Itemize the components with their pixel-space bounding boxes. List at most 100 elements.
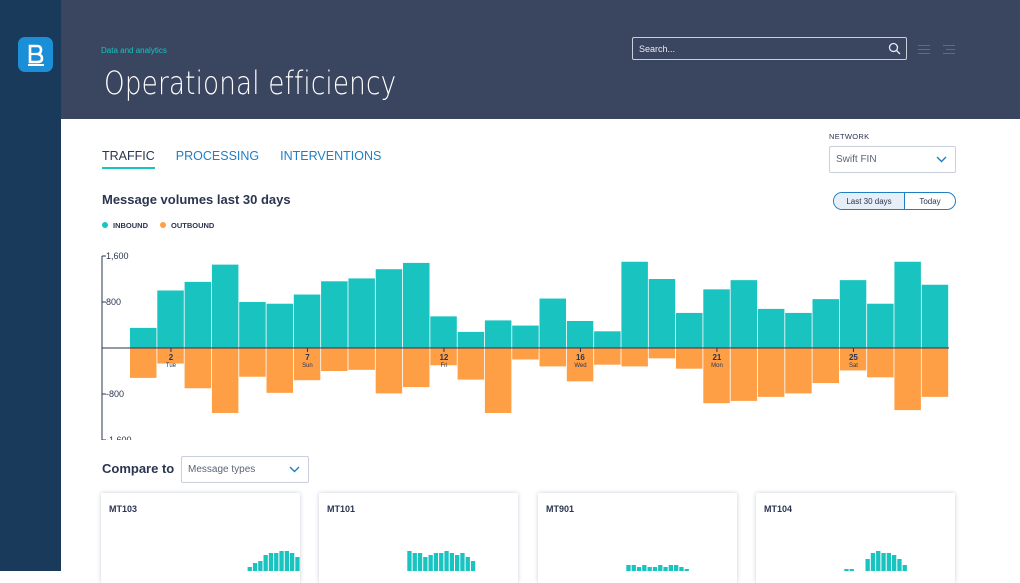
outbound-bar (484, 348, 512, 413)
inbound-bar (184, 281, 212, 348)
search-input[interactable] (639, 41, 879, 57)
inbound-bar (375, 269, 403, 348)
section-title: Message volumes last 30 days (102, 192, 291, 207)
search-icon[interactable] (888, 42, 901, 55)
message-type-select[interactable]: Message types (181, 456, 309, 483)
card-bar (465, 557, 470, 571)
card-bar (433, 553, 439, 571)
inbound-bar (539, 298, 566, 348)
outbound-bar (403, 348, 430, 388)
outbound-bar (566, 348, 594, 382)
card-bar (460, 553, 465, 571)
outbound-bar (894, 348, 921, 411)
card-bar (668, 565, 673, 571)
card-bar (658, 565, 663, 571)
compare-card[interactable]: MT101 (319, 493, 518, 583)
outbound-bar (211, 348, 239, 413)
legend-dot-inbound (102, 222, 108, 228)
outbound-bar (430, 348, 457, 366)
card-bar (428, 555, 433, 571)
outbound-bar (130, 348, 157, 378)
y-tick-label: -1,600 (106, 435, 132, 440)
card-bar (876, 551, 881, 571)
card-bar (247, 567, 252, 571)
chevron-down-icon (936, 156, 947, 163)
app-logo[interactable] (18, 37, 53, 72)
page-title: Operational efficiency (104, 64, 397, 102)
card-title: MT101 (327, 504, 356, 514)
outbound-bar (703, 348, 730, 404)
outbound-bar (457, 348, 485, 380)
card-bar (844, 569, 849, 571)
logo-icon (27, 44, 44, 66)
y-tick-label: -800 (106, 389, 124, 399)
network-select[interactable]: Swift FIN (829, 146, 956, 173)
card-bar (897, 559, 902, 571)
outbound-bar (321, 348, 348, 371)
outbound-bar (676, 348, 703, 369)
range-option-today[interactable]: Today (919, 196, 941, 206)
card-chart (247, 551, 300, 571)
tab-traffic[interactable]: TRAFFIC (102, 149, 155, 169)
tab-interventions[interactable]: INTERVENTIONS (280, 149, 382, 163)
list-icon[interactable] (918, 44, 930, 54)
outbound-bar (839, 348, 867, 371)
x-tick-label: 7 (305, 353, 310, 362)
card-bar (849, 569, 854, 571)
inbound-bar (703, 289, 730, 348)
inbound-bar (130, 327, 157, 348)
x-tick-label: 25 (849, 353, 858, 362)
view-tabs: TRAFFIC PROCESSING INTERVENTIONS (102, 149, 381, 169)
outbound-bar (157, 348, 184, 364)
card-bar (642, 565, 647, 571)
card-bar (274, 553, 279, 571)
compare-card[interactable]: MT901 (538, 493, 737, 583)
card-bar (470, 561, 476, 571)
card-bar (455, 555, 460, 571)
menu-icon[interactable] (943, 44, 955, 54)
legend-label: INBOUND (113, 221, 148, 230)
inbound-bar (512, 325, 539, 348)
outbound-bar (812, 348, 839, 384)
side-rail (0, 0, 61, 571)
breadcrumb[interactable]: Data and analytics (101, 46, 167, 55)
inbound-bar (730, 280, 758, 348)
card-chart (844, 551, 907, 571)
legend-outbound: OUTBOUND (160, 221, 214, 230)
inbound-bar (785, 312, 812, 348)
range-toggle: Last 30 days Today (833, 192, 956, 210)
outbound-bar (785, 348, 812, 394)
range-option-last-30-days[interactable]: Last 30 days (834, 193, 905, 209)
card-bar (626, 565, 631, 571)
search-box[interactable] (632, 37, 907, 60)
card-bar (263, 555, 268, 571)
compare-card[interactable]: MT104 (756, 493, 955, 583)
inbound-bar (430, 316, 457, 348)
inbound-bar (403, 262, 430, 348)
card-title: MT103 (109, 504, 138, 514)
card-bar (284, 551, 289, 571)
inbound-bar (648, 279, 676, 348)
card-bar (892, 555, 897, 571)
card-title: MT104 (764, 504, 793, 514)
network-value: Swift FIN (836, 154, 877, 165)
outbound-bar (757, 348, 785, 397)
outbound-bar (348, 348, 375, 370)
inbound-bar (157, 290, 184, 348)
x-tick-label: 2 (169, 353, 174, 362)
outbound-bar (239, 348, 266, 377)
card-bar (886, 553, 891, 571)
card-bar (295, 557, 300, 571)
card-bar (290, 553, 295, 571)
outbound-bar (293, 348, 321, 381)
card-bar (258, 561, 263, 571)
compare-card[interactable]: MT103 (101, 493, 300, 583)
card-chart (407, 551, 476, 571)
outbound-bar (621, 348, 648, 367)
card-bar (444, 551, 449, 571)
x-tick-sublabel: Sat (849, 363, 858, 369)
card-bar (417, 553, 423, 571)
tab-processing[interactable]: PROCESSING (175, 149, 260, 163)
chevron-down-icon (289, 466, 300, 473)
